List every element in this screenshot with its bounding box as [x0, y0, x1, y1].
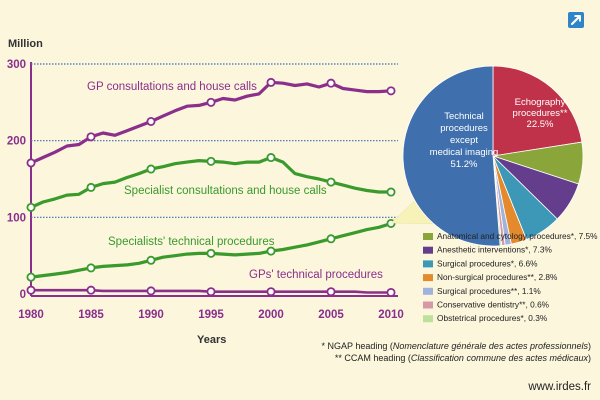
legend-swatch-3: [423, 274, 433, 282]
x-tick-label-1980: 1980: [18, 309, 44, 321]
legend-swatch-1: [423, 246, 433, 254]
pie-label-technical-line-0: Technical: [444, 111, 484, 122]
legend-label-0: Anatomical and cytology procedures*, 7.5…: [437, 231, 598, 241]
source-url[interactable]: www.irdes.fr: [527, 381, 591, 393]
pie-label-technical-line-3: medical imaging: [430, 147, 499, 158]
footnote-ccam-suffix: ): [588, 353, 591, 363]
pie-label-echography-line-1: procedures**: [513, 108, 568, 119]
series-0-marker-1990: [146, 117, 156, 127]
y-tick-label-100: 100: [7, 212, 26, 224]
pie-label-echography-line-2: 22.5%: [527, 119, 554, 130]
series-1-marker-1980: [26, 202, 36, 212]
x-tick-label-2010: 2010: [378, 309, 404, 321]
series-0-marker-1985: [86, 132, 96, 142]
legend-swatch-0: [423, 233, 433, 240]
axes: Million Years: [8, 38, 398, 346]
series-2-marker-1980: [26, 272, 36, 282]
series-2-marker-2005: [326, 234, 336, 244]
y-axis-title: Million: [8, 38, 43, 50]
legend-label-6: Obstetrical procedures*, 0.3%: [437, 313, 548, 323]
series-0-marker-2010: [386, 86, 396, 96]
x-tick-label-1985: 1985: [78, 309, 104, 321]
series-3-marker-2000: [266, 287, 276, 297]
footnote-ccam: ** CCAM heading (Classification commune …: [335, 353, 591, 363]
legend-label-2: Surgical procedures*, 6.6%: [437, 258, 538, 268]
series-2-marker-2000: [266, 246, 276, 256]
series-2-marker-1995: [206, 248, 216, 258]
pie-label-technical-line-1: procedures: [440, 123, 488, 134]
series-3-marker-1990: [146, 286, 156, 296]
legend-label-4: Surgical procedures**, 1.1%: [437, 286, 541, 296]
x-tick-label-2005: 2005: [318, 309, 344, 321]
legend-label-1: Anesthetic interventions*, 7.3%: [437, 245, 552, 255]
footnote-ngap-suffix: ): [588, 341, 591, 351]
footnote-ccam-prefix: ** CCAM heading (: [335, 353, 411, 363]
series-2-marker-1985: [86, 263, 96, 273]
footnote-ngap-italic: Nomenclature générale des actes professi…: [393, 341, 589, 351]
y-tick-labels: 0 100 200 300: [7, 59, 26, 301]
pie-chart: [402, 65, 584, 247]
x-tick-label-1995: 1995: [198, 309, 224, 321]
series-3-marker-2010: [386, 287, 396, 297]
pie-label-technical-line-4: 51.2%: [451, 159, 478, 170]
series-1-marker-1995: [206, 156, 216, 166]
series-0-marker-1995: [206, 97, 216, 107]
series-0-marker-1980: [26, 158, 36, 168]
series-0-marker-2000: [266, 77, 276, 87]
legend-swatch-4: [423, 287, 433, 295]
series-3-marker-2005: [326, 287, 336, 297]
series-1-marker-2010: [386, 187, 396, 197]
series-label-gp-technical: GPs' technical procedures: [249, 269, 383, 281]
series-2-marker-1990: [146, 255, 156, 265]
x-tick-labels: 1980 1985 1990 1995 2000 2005 2010: [18, 309, 404, 321]
series-1-marker-1990: [146, 164, 156, 174]
legend-swatch-2: [423, 260, 433, 268]
series-1-marker-2005: [326, 177, 336, 187]
series-0-marker-2005: [326, 78, 336, 88]
series-1-marker-2000: [266, 153, 276, 163]
series-label-specialist-technical: Specialists' technical procedures: [108, 236, 275, 248]
pie-slice-0: [402, 65, 501, 247]
series-label-specialist-consultations: Specialist consultations and house calls: [124, 185, 327, 197]
legend-label-3: Non-surgical procedures**, 2.8%: [437, 272, 558, 282]
series-1-marker-1985: [86, 182, 96, 192]
legend-label-5: Conservative dentistry**, 0.6%: [437, 300, 550, 310]
series-3-marker-1995: [206, 287, 216, 297]
pie-slice-1: [492, 65, 583, 157]
series-3-marker-1985: [86, 285, 96, 295]
y-tick-label-300: 300: [7, 59, 26, 71]
series-markers: [26, 77, 396, 297]
series-3-marker-1980: [26, 285, 36, 295]
series-line-0: [29, 80, 393, 165]
pie-label-technical-line-2: except: [450, 135, 478, 146]
y-tick-label-0: 0: [20, 289, 26, 301]
pie-label-echography-line-0: Echography: [515, 97, 566, 108]
legend-swatch-6: [423, 315, 433, 323]
pie-legend: Anatomical and cytology procedures*, 7.5…: [423, 231, 598, 323]
x-tick-label-1990: 1990: [138, 309, 164, 321]
x-axis-title: Years: [197, 334, 226, 346]
external-link-icon[interactable]: [567, 11, 585, 29]
legend-swatch-5: [423, 301, 433, 309]
footnote-ngap-prefix: * NGAP heading (: [321, 341, 392, 351]
x-tick-label-2000: 2000: [258, 309, 284, 321]
footnote-ngap: * NGAP heading (Nomenclature générale de…: [321, 341, 591, 351]
footnote-ccam-italic: Classification commune des actes médicau…: [411, 353, 589, 363]
series-label-gp-consultations: GP consultations and house calls: [87, 81, 257, 93]
y-tick-label-200: 200: [7, 136, 26, 148]
